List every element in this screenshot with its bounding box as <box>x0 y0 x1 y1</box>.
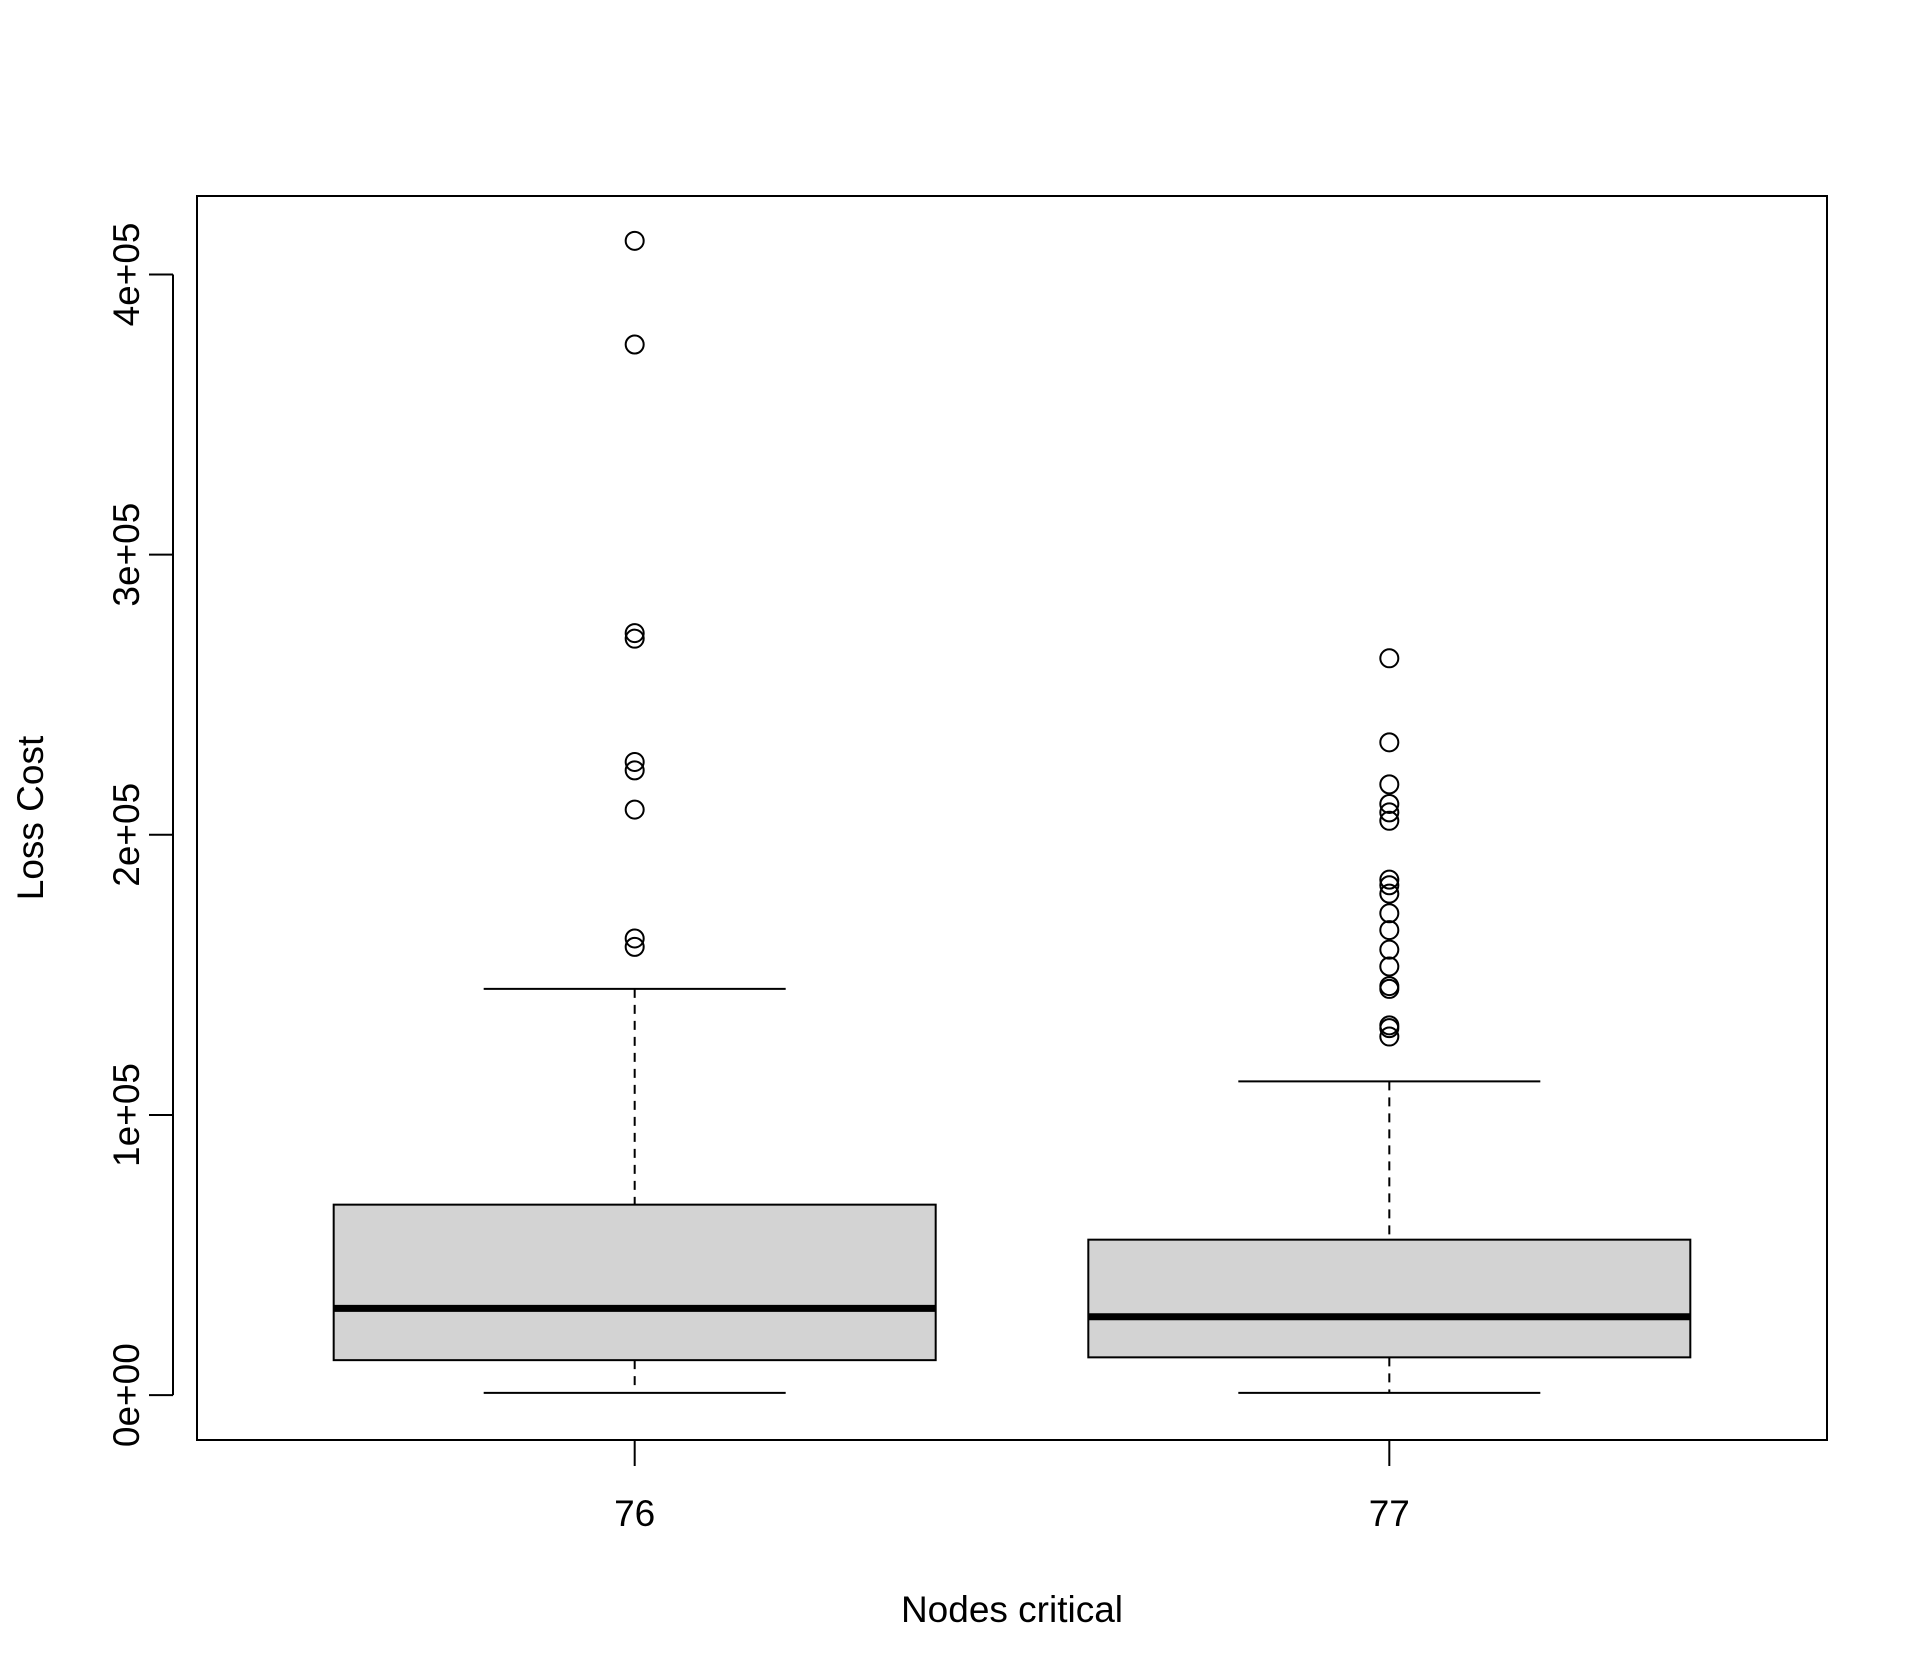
outlier-point <box>624 936 645 957</box>
outlier-point <box>1379 875 1400 896</box>
outlier-point <box>1379 903 1400 924</box>
outlier-point <box>1379 793 1400 814</box>
outlier-point <box>624 230 645 251</box>
outlier-point <box>1379 869 1400 890</box>
y-tick-label: 4e+05 <box>106 222 147 326</box>
boxes <box>332 230 1692 1394</box>
y-tick-label: 3e+05 <box>106 503 147 607</box>
box-group-77 <box>1087 648 1692 1394</box>
outlier-point <box>624 334 645 355</box>
x-tick-label: 76 <box>614 1493 655 1534</box>
outlier-point <box>624 799 645 820</box>
y-axis: 0e+00 1e+05 2e+05 3e+05 4e+05 <box>106 222 174 1447</box>
outlier-point <box>624 928 645 949</box>
outlier-point <box>1379 1026 1400 1047</box>
outlier-point <box>1379 802 1400 823</box>
outlier-point <box>1379 956 1400 977</box>
y-tick-label: 0e+00 <box>106 1343 147 1447</box>
box-group-76 <box>332 230 937 1394</box>
outlier-point <box>1379 1018 1400 1039</box>
x-axis-label: Nodes critical <box>901 1589 1123 1630</box>
iqr-box <box>1087 1238 1692 1359</box>
outlier-point <box>1379 920 1400 941</box>
outlier-point <box>624 751 645 772</box>
outlier-point <box>1379 883 1400 904</box>
outlier-point <box>1379 648 1400 669</box>
iqr-box <box>332 1203 937 1362</box>
y-tick-label: 2e+05 <box>106 783 147 887</box>
outlier-point <box>1379 732 1400 753</box>
outlier-point <box>1379 939 1400 960</box>
outlier-point <box>1379 978 1400 999</box>
y-axis-label: Loss Cost <box>10 735 51 900</box>
outlier-point <box>1379 810 1400 831</box>
outlier-point <box>624 628 645 649</box>
outlier-point <box>1379 774 1400 795</box>
outlier-point <box>624 623 645 644</box>
x-axis: 76 77 <box>614 1439 1410 1534</box>
y-tick-label: 1e+05 <box>106 1063 147 1167</box>
x-tick-label: 77 <box>1369 1493 1410 1534</box>
outlier-point <box>624 760 645 781</box>
